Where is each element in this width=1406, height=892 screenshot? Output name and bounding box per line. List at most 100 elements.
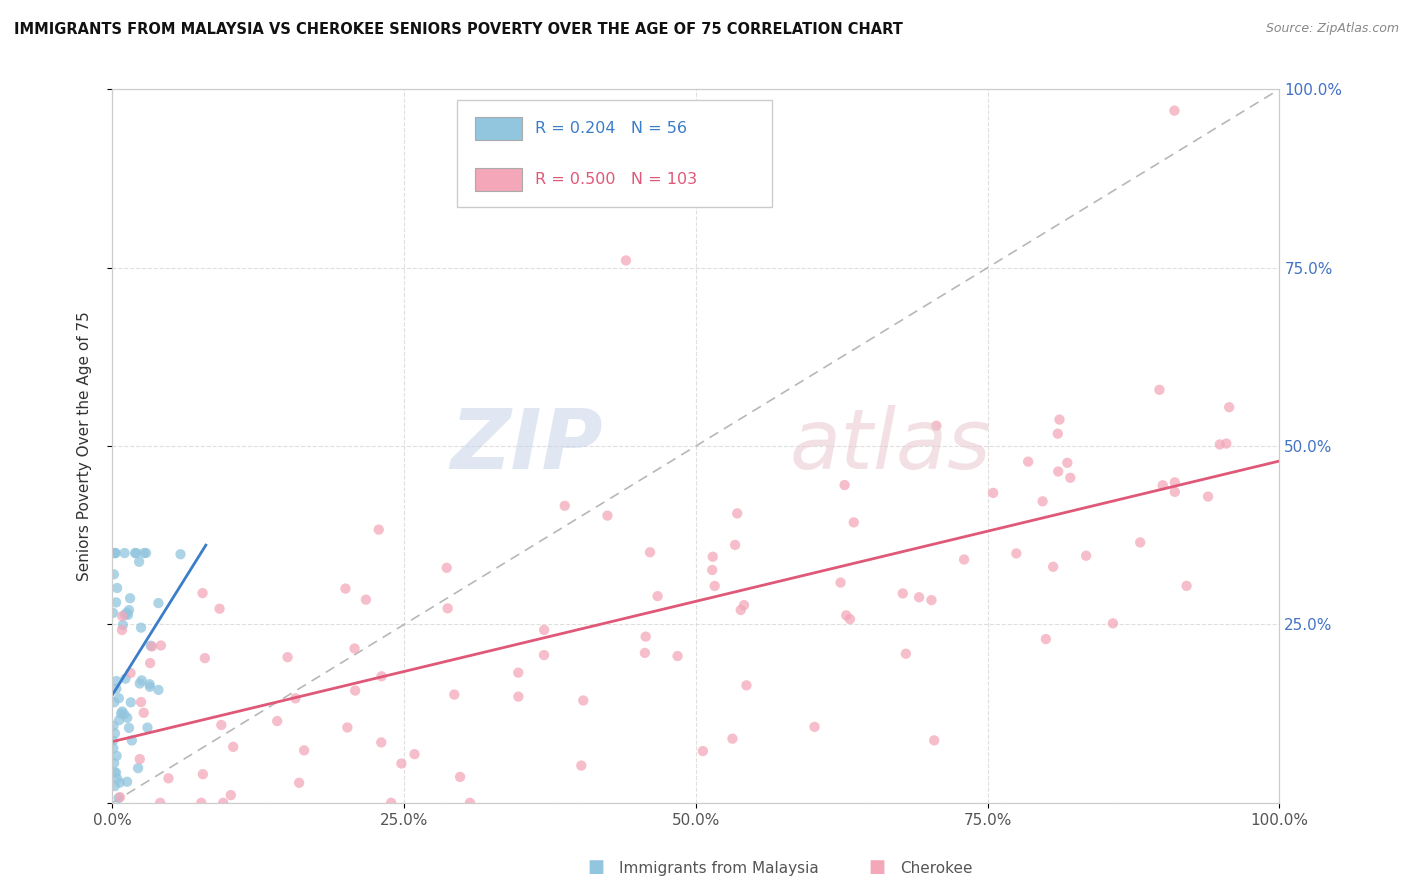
Point bbox=[389, 756, 412, 771]
Point bbox=[1059, 471, 1081, 485]
Point bbox=[834, 478, 856, 492]
Point bbox=[436, 561, 458, 575]
Point bbox=[120, 591, 142, 606]
Point bbox=[735, 678, 758, 692]
Point bbox=[569, 758, 592, 772]
Point bbox=[132, 546, 155, 560]
Point bbox=[354, 592, 377, 607]
Point bbox=[219, 788, 242, 802]
Point bbox=[108, 713, 131, 727]
Point bbox=[922, 733, 945, 747]
Point bbox=[1032, 494, 1054, 508]
Point bbox=[222, 739, 245, 754]
Point bbox=[148, 596, 170, 610]
Point bbox=[103, 567, 125, 582]
Point bbox=[103, 719, 125, 733]
Point bbox=[634, 646, 657, 660]
Point bbox=[104, 546, 127, 560]
Point bbox=[284, 691, 307, 706]
Point bbox=[110, 706, 132, 721]
Point bbox=[1215, 436, 1237, 450]
Point bbox=[277, 650, 299, 665]
Point bbox=[103, 546, 125, 560]
Point bbox=[212, 796, 235, 810]
Point bbox=[105, 772, 128, 786]
Point bbox=[458, 796, 481, 810]
Point bbox=[733, 598, 755, 612]
Point bbox=[191, 767, 214, 781]
Point bbox=[107, 791, 129, 805]
Point bbox=[370, 669, 392, 683]
Point bbox=[830, 575, 852, 590]
Point bbox=[111, 618, 134, 632]
Point bbox=[336, 721, 359, 735]
Y-axis label: Seniors Poverty Over the Age of 75: Seniors Poverty Over the Age of 75 bbox=[77, 311, 91, 581]
Point bbox=[1164, 475, 1187, 490]
FancyBboxPatch shape bbox=[475, 169, 522, 191]
Point bbox=[138, 677, 160, 691]
Point bbox=[129, 695, 152, 709]
Point bbox=[436, 601, 458, 615]
Point bbox=[1197, 490, 1219, 504]
Point bbox=[114, 607, 136, 622]
Point bbox=[721, 731, 744, 746]
Point bbox=[115, 774, 138, 789]
Point bbox=[533, 648, 555, 662]
Point bbox=[614, 253, 637, 268]
Point bbox=[139, 639, 162, 653]
Point bbox=[120, 665, 142, 680]
Point bbox=[101, 733, 124, 747]
Point bbox=[103, 756, 125, 771]
Text: Cherokee: Cherokee bbox=[900, 861, 973, 876]
Point bbox=[104, 726, 127, 740]
Point bbox=[702, 549, 724, 564]
Point bbox=[1035, 632, 1057, 646]
Point bbox=[108, 775, 131, 789]
Point bbox=[554, 499, 576, 513]
Point bbox=[136, 721, 159, 735]
Point bbox=[128, 555, 150, 569]
Point bbox=[508, 665, 530, 680]
Point bbox=[508, 690, 530, 704]
Point bbox=[111, 609, 134, 624]
Point bbox=[114, 546, 136, 560]
Text: R = 0.204   N = 56: R = 0.204 N = 56 bbox=[534, 121, 688, 136]
Point bbox=[105, 748, 128, 763]
Point bbox=[114, 672, 136, 686]
Point bbox=[117, 607, 139, 622]
FancyBboxPatch shape bbox=[457, 100, 772, 207]
Point bbox=[266, 714, 288, 728]
Point bbox=[127, 761, 149, 775]
Point bbox=[128, 752, 150, 766]
Point bbox=[335, 582, 357, 596]
Point bbox=[105, 681, 128, 696]
Point bbox=[1175, 579, 1198, 593]
Point bbox=[533, 623, 555, 637]
Point bbox=[1209, 437, 1232, 451]
Point bbox=[209, 718, 232, 732]
Point bbox=[1164, 484, 1187, 499]
Point bbox=[803, 720, 825, 734]
Point bbox=[121, 733, 143, 747]
Point bbox=[105, 595, 128, 609]
Point bbox=[647, 589, 669, 603]
Text: ZIP: ZIP bbox=[450, 406, 603, 486]
Point bbox=[925, 418, 948, 433]
Point bbox=[596, 508, 619, 523]
Point bbox=[908, 591, 931, 605]
Point bbox=[117, 711, 139, 725]
Text: IMMIGRANTS FROM MALAYSIA VS CHEROKEE SENIORS POVERTY OVER THE AGE OF 75 CORRELAT: IMMIGRANTS FROM MALAYSIA VS CHEROKEE SEN… bbox=[14, 22, 903, 37]
Point bbox=[634, 630, 657, 644]
Point bbox=[1218, 400, 1240, 414]
Point bbox=[1152, 478, 1174, 492]
Point bbox=[120, 695, 142, 709]
Point bbox=[449, 770, 471, 784]
Point bbox=[835, 608, 858, 623]
Text: ■: ■ bbox=[588, 858, 605, 876]
Point bbox=[105, 673, 128, 688]
Point bbox=[1042, 559, 1064, 574]
Text: Immigrants from Malaysia: Immigrants from Malaysia bbox=[619, 861, 818, 876]
Point bbox=[104, 779, 127, 793]
Point bbox=[343, 641, 366, 656]
Text: Source: ZipAtlas.com: Source: ZipAtlas.com bbox=[1265, 22, 1399, 36]
